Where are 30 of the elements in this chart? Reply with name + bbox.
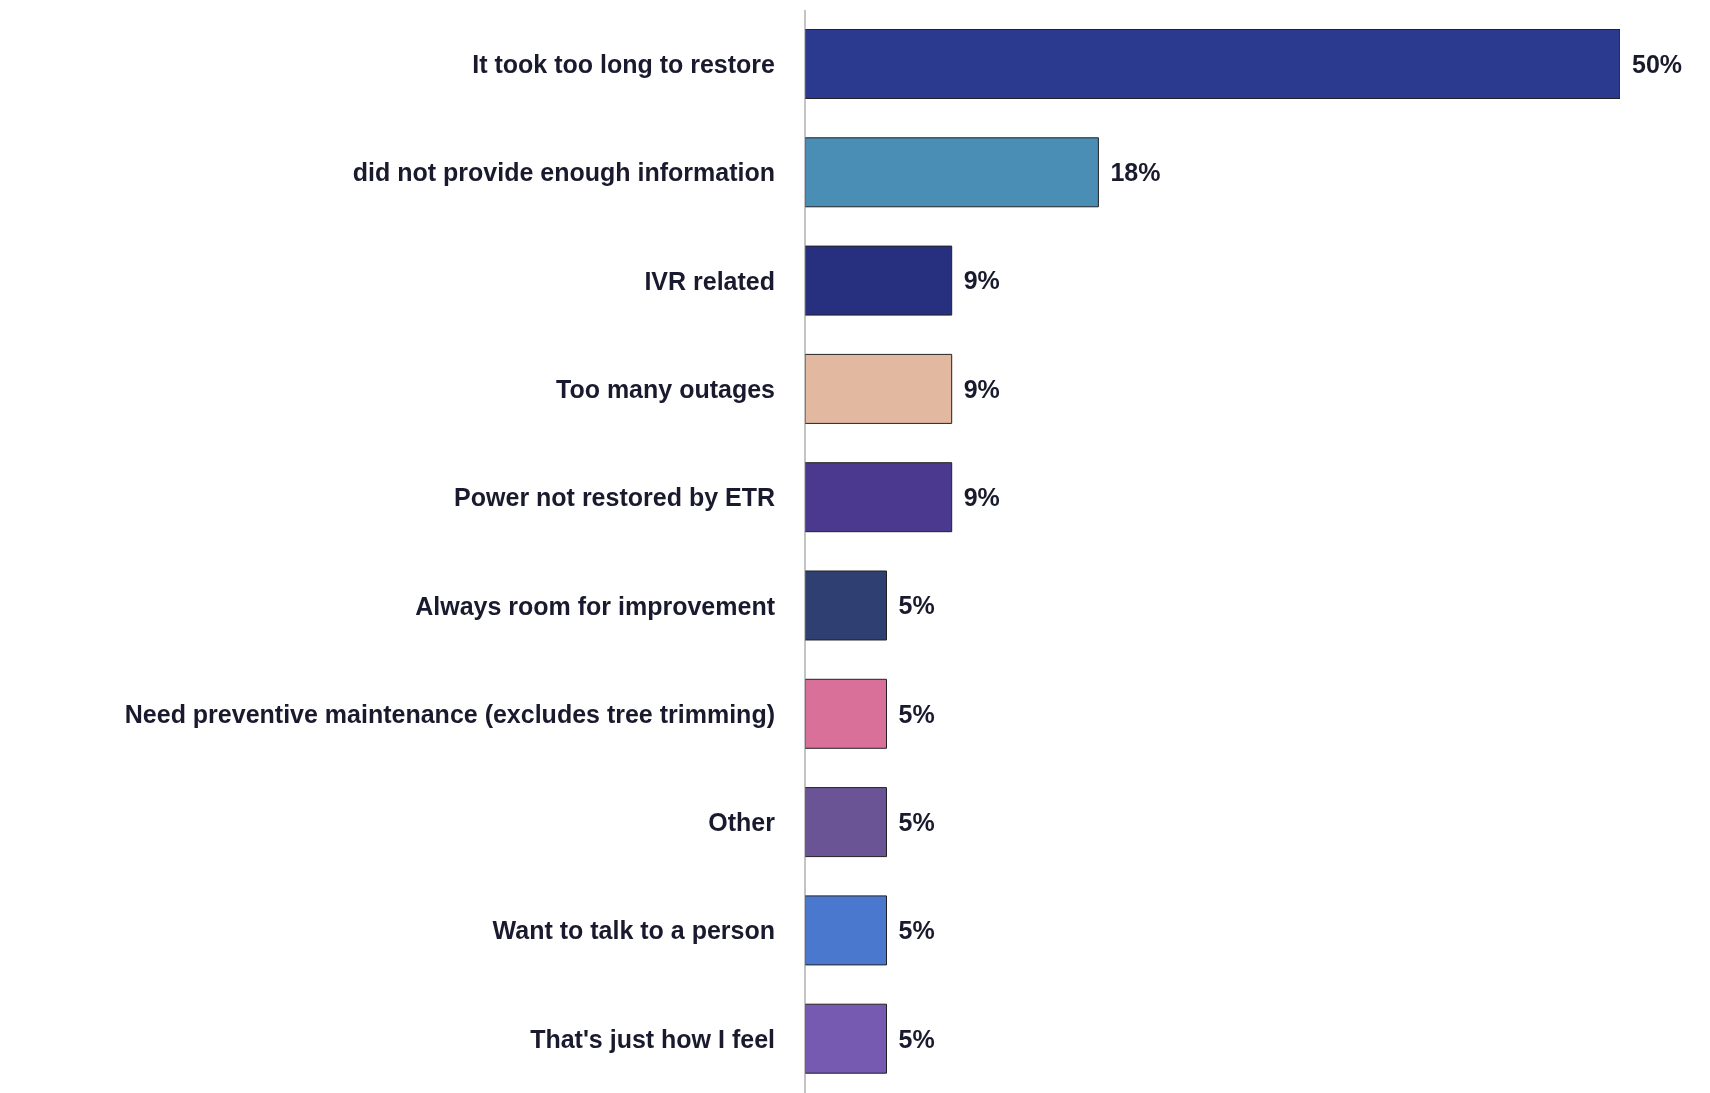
y-tick-label: Too many outages <box>555 374 775 403</box>
data-label: 5% <box>898 591 935 620</box>
bar <box>805 353 953 424</box>
data-label: 9% <box>963 266 1000 295</box>
data-label: 9% <box>963 483 1000 512</box>
bar <box>805 678 887 749</box>
data-label: 9% <box>963 374 1000 403</box>
data-label: 50% <box>1632 49 1683 78</box>
data-label: 5% <box>898 807 935 836</box>
data-label: 5% <box>898 699 935 728</box>
bar <box>805 245 953 316</box>
bar <box>805 462 953 533</box>
y-tick-label: Need preventive maintenance (excludes tree trimming) <box>124 699 775 728</box>
bar <box>805 570 887 641</box>
bar <box>805 1003 887 1074</box>
y-tick-label: Want to talk to a person <box>492 916 775 945</box>
bar <box>805 137 1099 208</box>
data-label: 5% <box>898 916 935 945</box>
y-tick-label: did not provide enough information <box>352 158 775 187</box>
bar <box>805 28 1620 99</box>
bar <box>805 787 887 858</box>
bar <box>805 895 887 966</box>
data-label: 18% <box>1110 158 1161 187</box>
data-label: 5% <box>898 1024 935 1053</box>
y-tick-label: Power not restored by ETR <box>454 483 775 512</box>
y-tick-label: IVR related <box>644 266 775 295</box>
y-tick-label: Always room for improvement <box>415 591 776 620</box>
y-tick-label: That's just how I feel <box>530 1024 775 1053</box>
y-tick-label: Other <box>708 808 776 837</box>
y-tick-label: It took too long to restore <box>472 50 776 79</box>
